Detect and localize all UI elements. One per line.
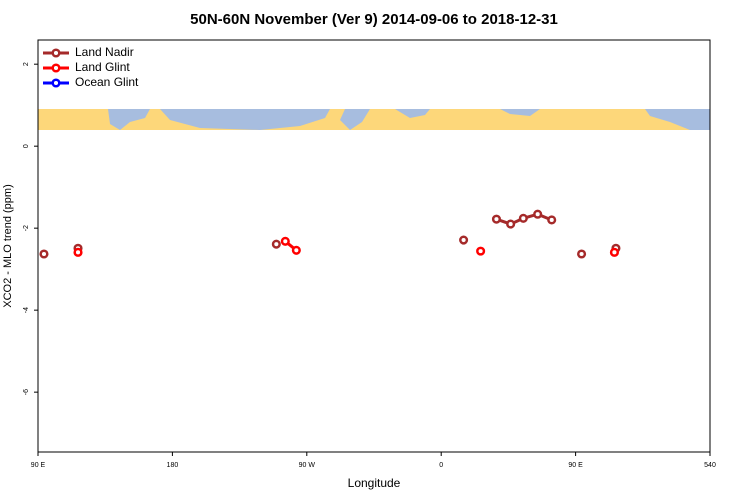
point: [609, 247, 619, 257]
legend-label: Land Nadir: [75, 45, 134, 59]
legend-marker: [51, 48, 61, 58]
series-line: [285, 241, 614, 252]
legend-label: Ocean Glint: [75, 75, 139, 89]
x-tick-label: 180: [167, 462, 179, 469]
point: [518, 213, 528, 223]
y-axis-label: XCO2 - MLO trend (ppm): [2, 184, 14, 307]
x-tick-label: 90 W: [299, 462, 316, 469]
point: [39, 249, 49, 259]
point: [491, 214, 502, 224]
x-tick-label: 540: [704, 462, 716, 469]
map-band: [38, 109, 710, 130]
chart-title: 50N-60N November (Ver 9) 2014-09-06 to 2…: [190, 11, 558, 28]
point: [506, 219, 516, 229]
y-tick-label: -6: [23, 389, 30, 395]
point: [291, 245, 301, 255]
legend-marker: [51, 63, 61, 73]
y-tick-label: -4: [23, 307, 30, 313]
y-tick-label: 2: [23, 62, 30, 66]
legend-label: Land Glint: [75, 60, 130, 74]
point: [476, 246, 486, 256]
legend-marker: [51, 78, 61, 88]
point: [271, 239, 281, 249]
x-tick-label: 90 E: [31, 462, 46, 469]
x-tick-label: 90 E: [568, 462, 583, 469]
point: [280, 236, 290, 246]
x-tick-label: 0: [439, 462, 443, 469]
point: [459, 235, 469, 245]
point: [577, 249, 587, 259]
y-tick-label: 0: [23, 144, 30, 148]
x-axis-label: Longitude: [348, 476, 401, 490]
point: [547, 215, 557, 225]
y-tick-label: -2: [23, 225, 30, 231]
point: [533, 209, 543, 219]
point: [73, 247, 83, 257]
plot-frame: [37, 39, 711, 453]
